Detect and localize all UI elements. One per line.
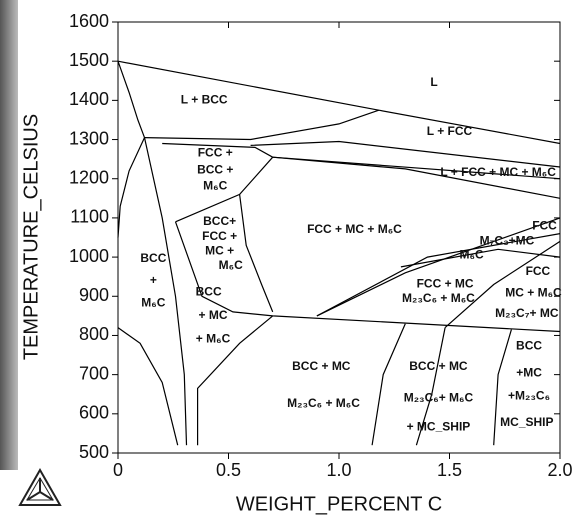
y-tick-label: 1200 (69, 167, 109, 187)
y-tick-label: 1600 (69, 11, 109, 31)
phase-boundary (444, 240, 561, 329)
phase-boundary (197, 315, 274, 446)
region-label: MC + (205, 243, 234, 257)
phase-boundary (117, 327, 179, 446)
region-label: +MC (516, 366, 542, 380)
region-label: M₂₃C₆+ M₆C (404, 390, 474, 404)
y-axis-title: TEMPERATURE_CELSIUS (20, 114, 42, 360)
y-tick-label: 1500 (69, 50, 109, 70)
region-label: FCC + MC (417, 277, 474, 291)
y-tick-label: 500 (79, 442, 109, 462)
region-label: FCC + (202, 229, 237, 243)
phase-boundary (371, 323, 406, 446)
phase-boundary (239, 194, 274, 313)
region-label: BCC (196, 285, 222, 299)
region-label: + MC_SHIP (407, 420, 471, 434)
phase-boundary (415, 327, 446, 446)
region-label: M₆C (460, 247, 484, 261)
region-label: L (430, 75, 437, 89)
region-label: M₆C (219, 258, 243, 272)
phase-boundary (117, 60, 146, 138)
region-label: MC_SHIP (500, 415, 553, 429)
phase-boundary (272, 156, 561, 180)
x-tick-label: 0.5 (216, 460, 241, 480)
region-label: M₆C (203, 179, 227, 193)
phase-boundary (143, 137, 188, 446)
region-label: + M₆C (196, 332, 231, 346)
x-tick-label: 0 (113, 460, 123, 480)
region-label: BCC + MC (292, 359, 351, 373)
y-tick-label: 1300 (69, 128, 109, 148)
y-tick-label: 800 (79, 324, 109, 344)
region-label: L + BCC (181, 93, 228, 107)
region-label: +M₂₃C₆ (508, 388, 550, 402)
region-label: BCC (140, 251, 166, 265)
background-strip (0, 0, 18, 470)
region-label: M₆C (141, 295, 165, 309)
region-label: M₂₃C₇+ MC (495, 306, 559, 320)
y-tick-label: 1400 (69, 89, 109, 109)
region-label: BCC (516, 339, 542, 353)
region-label: FCC (526, 264, 551, 278)
x-tick-label: 2.0 (547, 460, 572, 480)
phase-boundary (272, 156, 561, 199)
phase-boundary (493, 329, 512, 446)
phase-boundary (174, 221, 561, 333)
y-tick-label: 600 (79, 403, 109, 423)
region-label: L + FCC + MC + M₆C (440, 165, 556, 179)
phase-boundary (316, 233, 561, 317)
phase-boundary (162, 142, 273, 158)
x-axis-title: WEIGHT_PERCENT C (236, 493, 442, 515)
region-label: BCC + MC (409, 359, 468, 373)
region-label: BCC + (197, 162, 233, 176)
phase-boundary (250, 140, 561, 168)
phase-boundary (117, 137, 146, 238)
phase-boundary (144, 109, 379, 141)
region-label: FCC (532, 219, 557, 233)
y-tick-label: 900 (79, 285, 109, 305)
region-label: M₇C₃+MC (480, 234, 535, 248)
x-tick-label: 1.0 (326, 460, 351, 480)
region-label: BCC+ (203, 214, 236, 228)
y-tick-label: 1100 (70, 207, 109, 227)
y-tick-label: 1000 (69, 246, 109, 266)
region-label: + (150, 273, 157, 287)
region-label: + MC (199, 308, 228, 322)
y-tick-label: 700 (79, 363, 109, 383)
region-label: L + FCC (427, 124, 473, 138)
region-label: M₂₃C₆ + M₆C (287, 396, 360, 410)
region-label: MC + M₆C (505, 285, 562, 299)
logo (18, 467, 62, 506)
region-label: FCC + (198, 145, 233, 159)
region-label: M₂₃C₆ + M₆C (402, 291, 475, 305)
phase-boundary (316, 217, 561, 317)
x-tick-label: 1.5 (437, 460, 462, 480)
region-label: FCC + MC + M₆C (307, 222, 402, 236)
